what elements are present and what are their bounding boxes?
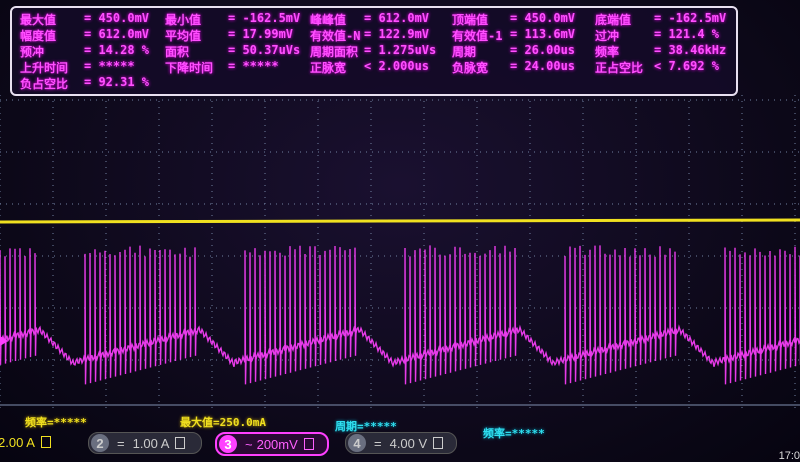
measurement-value: = 121.4 %	[654, 27, 719, 41]
channel-4-scale: 4.00 V	[390, 436, 428, 451]
measurement-label: 负脉宽	[452, 59, 488, 76]
channel-2-button[interactable]: 2 = 1.00 A	[88, 432, 202, 454]
channel-2-coupling: =	[117, 436, 125, 451]
measurement-label: 负占空比	[20, 75, 68, 92]
readout-ch1-frequency: 频率=*****	[25, 414, 87, 430]
menu-icon	[433, 437, 443, 449]
channel-4-button[interactable]: 4 = 4.00 V	[345, 432, 457, 454]
measurement-value: = *****	[84, 59, 135, 73]
measurement-label: 上升时间	[20, 59, 68, 76]
readout-frequency: 频率=*****	[483, 425, 545, 441]
measurement-label: 有效值-1	[452, 27, 502, 44]
measurement-label: 平均值	[165, 27, 201, 44]
measurement-label: 面积	[165, 43, 189, 60]
menu-icon	[304, 438, 314, 450]
measurement-label: 周期	[452, 43, 476, 60]
channel-3-coupling: ~	[245, 437, 253, 452]
measurement-value: = 92.31 %	[84, 75, 149, 89]
measurement-value: = 24.00us	[510, 59, 575, 73]
measurement-value: = 38.46kHz	[654, 43, 726, 57]
measurement-value: = 450.0mV	[510, 11, 575, 25]
measurement-label: 下降时间	[165, 59, 213, 76]
measurement-label: 正占空比	[595, 59, 643, 76]
measurement-label: 有效值-N	[310, 27, 360, 44]
measurement-value: < 2.000us	[364, 59, 429, 73]
channel-1-button[interactable]: 2.00 A	[0, 432, 70, 452]
measurement-label: 正脉宽	[310, 59, 346, 76]
readout-ch1-max: 最大值=250.0mA	[180, 414, 266, 430]
channel1-trace	[0, 220, 800, 222]
measurement-label: 峰峰值	[310, 11, 346, 28]
measurement-value: = 1.275uVs	[364, 43, 436, 57]
measurement-value: = 122.9mV	[364, 27, 429, 41]
measurement-label: 过冲	[595, 27, 619, 44]
measurement-panel: 最大值 = 450.0mV 最小值 = -162.5mV 峰峰值 = 612.0mV 顶端值…	[10, 6, 738, 96]
measurement-label: 周期面积	[310, 43, 358, 60]
clock: 17:0	[779, 450, 800, 462]
measurement-label: 顶端值	[452, 11, 488, 28]
measurement-value: = 17.99mV	[228, 27, 293, 41]
measurement-label: 底端值	[595, 11, 631, 28]
channel-3-number: 3	[219, 435, 237, 453]
measurement-value: = 113.6mV	[510, 27, 575, 41]
channel3-trace	[0, 245, 800, 384]
measurement-label: 频率	[595, 43, 619, 60]
measurement-value: = 50.37uVs	[228, 43, 300, 57]
menu-icon	[41, 436, 51, 448]
measurement-label: 幅度值	[20, 27, 56, 44]
measurement-label: 预冲	[20, 43, 44, 60]
measurement-value: = *****	[228, 59, 279, 73]
menu-icon	[175, 437, 185, 449]
channel-4-coupling: =	[374, 436, 382, 451]
channel-2-number: 2	[91, 434, 109, 452]
measurement-label: 最小值	[165, 11, 201, 28]
channel-1-scale: 2.00 A	[0, 435, 35, 450]
channel-4-number: 4	[348, 434, 366, 452]
measurement-value: = 612.0mV	[364, 11, 429, 25]
channel-3-button[interactable]: 3 ~ 200mV	[215, 432, 329, 456]
measurement-value: = -162.5mV	[654, 11, 726, 25]
measurement-value: = 612.0mV	[84, 27, 149, 41]
measurement-value: = 14.28 %	[84, 43, 149, 57]
measurement-value: = -162.5mV	[228, 11, 300, 25]
measurement-value: < 7.692 %	[654, 59, 719, 73]
channel-2-scale: 1.00 A	[133, 436, 170, 451]
measurement-value: = 450.0mV	[84, 11, 149, 25]
channel-3-scale: 200mV	[257, 437, 298, 452]
measurement-label: 最大值	[20, 11, 56, 28]
measurement-value: = 26.00us	[510, 43, 575, 57]
